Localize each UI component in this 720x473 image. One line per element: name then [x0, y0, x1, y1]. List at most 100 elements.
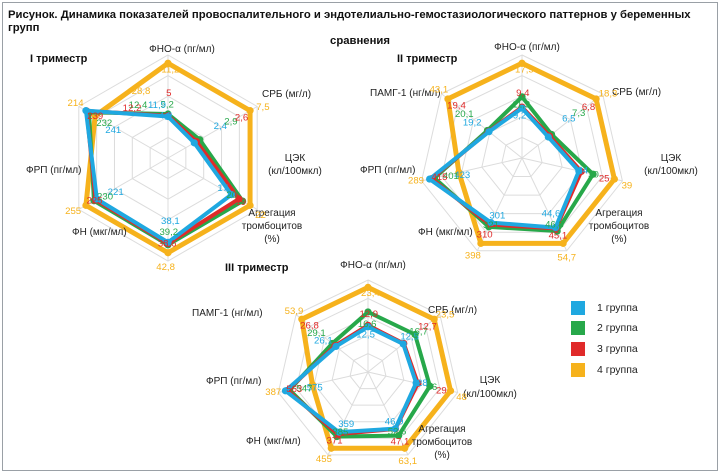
radar-axis-label-фно: ФНО-α (пг/мл)	[149, 44, 215, 55]
radar-value-label-g4: 23,4	[361, 288, 380, 299]
radar-value-label-g4: 214	[68, 98, 85, 109]
radar-point-g4	[430, 315, 438, 323]
radar-spoke	[167, 106, 258, 159]
radar-value-label-g4: 387	[265, 387, 281, 398]
radar-value-label-g2: 52,6	[388, 427, 407, 438]
radar-point-g3	[235, 195, 243, 203]
radar-value-label-g3: 12,7	[418, 322, 437, 333]
radar-axis-label-агрегация: Агрегация	[418, 424, 465, 435]
radar-axis-label-цэк: (кл/100мкл)	[644, 166, 698, 177]
radar-value-label-g4: 289	[408, 176, 424, 187]
radar-axis-label-памг-1: ПАМГ-1 (нг/мл)	[370, 88, 441, 99]
radar-point-g4	[446, 387, 455, 395]
radar-value-label-g2: 11,3	[512, 99, 530, 110]
radar-value-label-g4: 255	[65, 206, 81, 217]
radar-title-1: I триместр	[30, 53, 88, 65]
radar-point-g1	[575, 167, 583, 175]
radar-value-label-g3: 19	[235, 197, 246, 208]
radar-value-label-g3: 6,8	[582, 102, 595, 113]
legend-label-group4: 4 группа	[597, 364, 638, 376]
radar-spoke	[476, 157, 523, 252]
radar-grid-ring	[421, 54, 623, 252]
radar-point-g4	[455, 168, 463, 177]
radar-value-label-g4: 42,8	[156, 262, 175, 273]
radar-value-label-g4: 17,5	[515, 64, 534, 75]
radar-point-g4	[610, 175, 618, 183]
radar-grid-ring	[349, 353, 387, 390]
radar-value-label-g3: 19,4	[447, 101, 466, 112]
radar-grid-ring	[331, 334, 405, 406]
radar-value-label-g4: 22	[255, 210, 266, 221]
radar-series-g4-3	[299, 284, 454, 451]
radar-value-label-g2: 16,6	[358, 319, 377, 330]
radar-point-g4	[401, 444, 409, 452]
radar-spoke	[367, 371, 409, 456]
radar-chart-2: II триместр ФНО-α (пг/мл) СРБ (мг/л) ЦЭК (кл…	[360, 42, 698, 263]
radar-point-g4	[308, 381, 317, 389]
radar-axis-label-фно: ФНО-α (пг/мл)	[340, 260, 406, 271]
radar-value-label-g3: 310	[477, 230, 493, 241]
radar-value-label-g3: 415	[431, 172, 447, 183]
radar-value-label-g1: 221	[108, 187, 124, 198]
radar-value-label-g2: 547	[296, 383, 312, 394]
radar-point-g1	[391, 425, 399, 433]
radar-value-label-g1: 17	[217, 183, 228, 194]
radar-axis-label-памг-1: ПАМГ-1 (нг/мл)	[192, 308, 263, 319]
radar-axis-label-цэк: (кл/100мкл)	[463, 389, 517, 400]
radar-spoke	[521, 157, 568, 252]
radar-point-g1	[82, 107, 90, 115]
radar-value-label-g1: 12,5	[356, 329, 375, 340]
radar-point-g4	[518, 59, 526, 67]
radar-value-label-g2: 46,8	[545, 220, 564, 231]
radar-axis-label-фно: ФНО-α (пг/мл)	[494, 42, 560, 53]
radar-value-label-g3: 25	[599, 174, 610, 185]
radar-spoke	[327, 371, 369, 456]
radar-axis-label-агрегация: Агрегация	[595, 208, 642, 219]
radar-value-label-g3: 9,4	[516, 88, 530, 99]
radar-value-label-g2: 385	[332, 427, 348, 438]
radar-value-label-g4: 7,5	[256, 102, 269, 113]
figure-title: Рисунок. Динамика показателей провоспали…	[8, 9, 712, 48]
radar-point-g2	[364, 308, 372, 316]
figure-title-line1: Рисунок. Динамика показателей провоспали…	[8, 9, 691, 34]
radar-value-label-g4: 18,3	[599, 88, 618, 99]
legend-label-group3: 3 группа	[597, 343, 638, 355]
radar-value-label-g4: 398	[465, 250, 481, 261]
radar-axis-label-цэк: ЦЭК	[661, 153, 682, 164]
radar-axis-label-агрегация: тромбоцитов	[242, 220, 302, 232]
radar-series-g4-2	[445, 60, 617, 246]
radar-value-label-g2: 20	[226, 190, 237, 201]
radar-value-label-g2: 36	[427, 382, 438, 393]
radar-point-g4	[298, 315, 306, 323]
radar-axis-label-цэк: (кл/100мкл)	[268, 166, 322, 177]
radar-spoke	[521, 93, 603, 159]
radar-value-label-g2: 7,3	[572, 108, 585, 119]
radar-axis-label-цэк: ЦЭК	[285, 153, 306, 164]
radar-value-label-g3: 29	[436, 386, 447, 397]
radar-point-g1	[485, 128, 493, 136]
radar-spoke	[521, 157, 623, 182]
radar-value-label-g4: 39	[622, 180, 633, 191]
radar-extra-label-g3: 12,2	[123, 103, 142, 114]
radar-axis-label-агрегация: тромбоцитов	[412, 436, 472, 448]
radar-point-g1	[335, 428, 343, 436]
radar-series-g1-2	[427, 106, 581, 230]
radar-axis-label-агрегация: (%)	[264, 234, 280, 245]
radar-value-label-g2: 5,2	[161, 99, 174, 110]
radar-value-label-g2: 29,1	[307, 328, 326, 339]
figure-title-line2: сравнения	[330, 35, 390, 47]
radar-point-g2	[395, 431, 403, 440]
radar-value-label-g1: 46,9	[385, 417, 404, 428]
radar-axis-label-агрегация: тромбоцитов	[589, 220, 649, 232]
radar-value-label-g2: 401	[443, 171, 459, 182]
radar-axis-label-срб: СРБ (мг/л)	[428, 305, 477, 316]
radar-value-label-g3: 2,6	[235, 112, 248, 123]
radar-grid-ring	[441, 75, 603, 233]
radar-value-label-g3: 12,9	[359, 309, 378, 320]
radar-axis-label-фн: ФН (мкг/мл)	[72, 227, 127, 238]
radar-point-g4	[477, 239, 485, 247]
radar-value-label-g2: 2,9	[224, 117, 237, 128]
radar-value-label-g4: 455	[316, 454, 332, 465]
